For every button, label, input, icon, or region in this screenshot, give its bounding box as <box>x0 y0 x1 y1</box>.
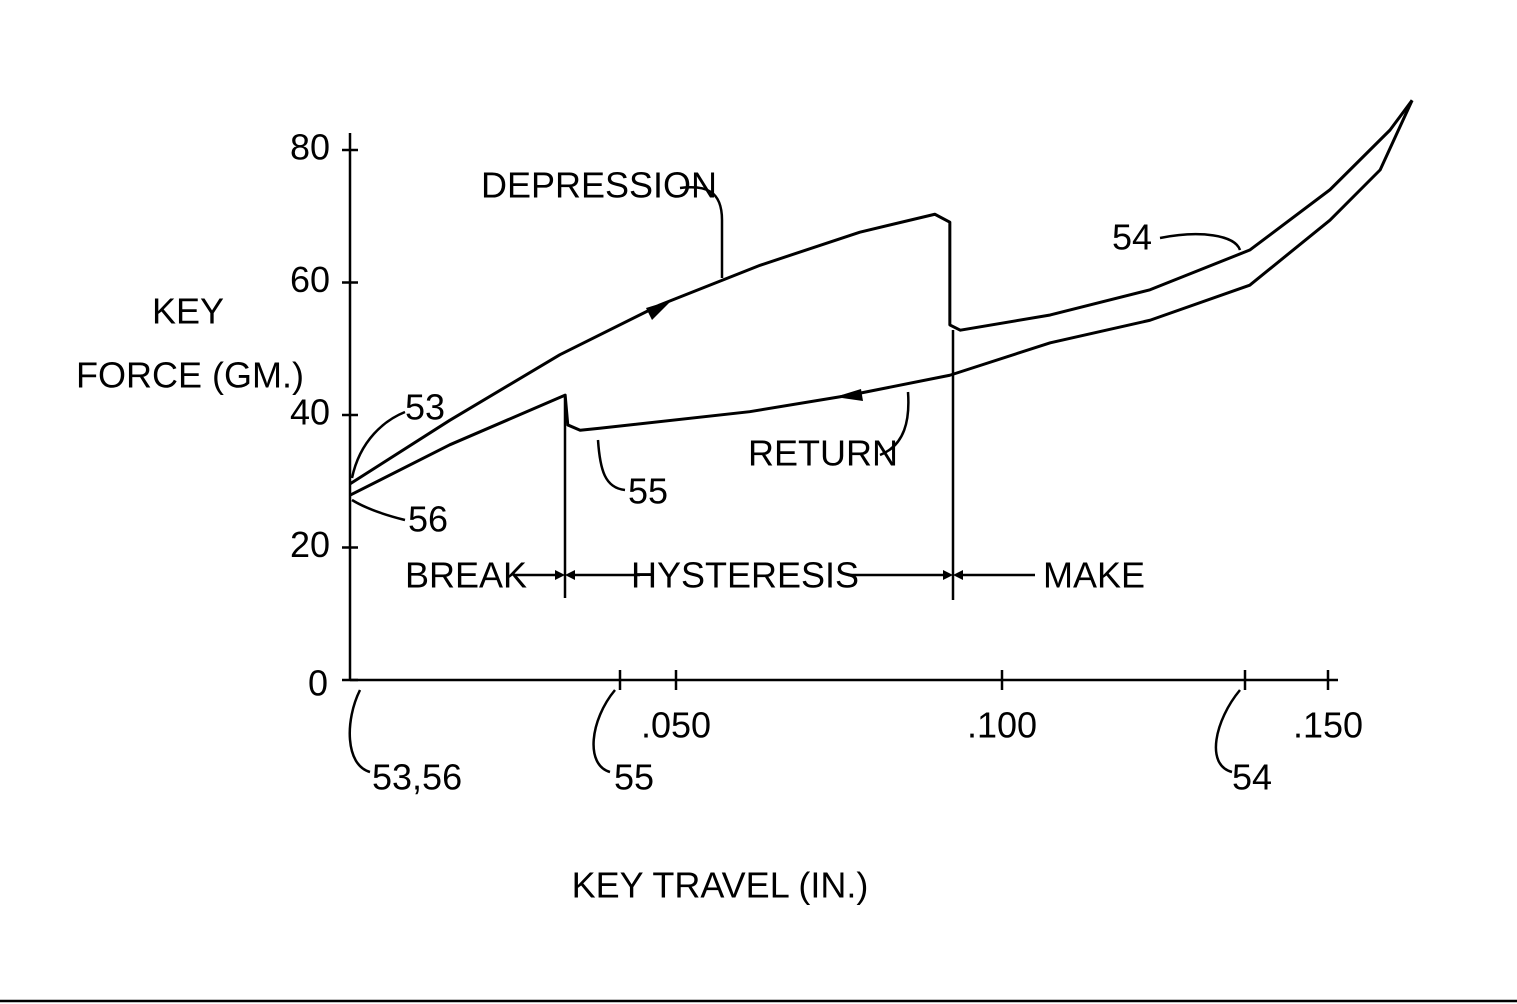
leader <box>596 439 626 492</box>
series-line <box>349 99 1414 486</box>
annotation: 53 <box>405 387 445 428</box>
leader <box>592 689 616 774</box>
annotation: 56 <box>408 499 448 540</box>
leader <box>350 410 406 479</box>
annotation: 54 <box>1112 217 1152 258</box>
annotation: 55 <box>628 471 668 512</box>
x-axis-title: KEY TRAVEL (IN.) <box>572 865 869 906</box>
annotation: HYSTERESIS <box>631 555 859 596</box>
annotation: 54 <box>1232 757 1272 798</box>
y-tick-label-zero: 0 <box>308 663 328 704</box>
annotation: MAKE <box>1043 555 1145 596</box>
y-axis-title: KEY <box>152 291 224 332</box>
x-tick-label: .150 <box>1293 705 1363 746</box>
x-tick-label: .100 <box>967 705 1037 746</box>
y-tick-label: 40 <box>290 392 330 433</box>
leader <box>1214 689 1241 774</box>
y-tick-label: 80 <box>290 127 330 168</box>
y-axis-title: FORCE (GM.) <box>76 355 304 396</box>
leader <box>351 498 406 522</box>
leader <box>348 689 371 774</box>
y-tick-label: 20 <box>290 524 330 565</box>
series-label: RETURN <box>748 433 898 474</box>
leader <box>879 391 910 457</box>
y-tick-label: 60 <box>290 259 330 300</box>
series-line <box>349 99 1414 497</box>
annotation: 55 <box>614 757 654 798</box>
leaders <box>348 186 1242 774</box>
direction-arrow <box>646 300 672 320</box>
x-tick-label: .050 <box>641 705 711 746</box>
leader <box>679 186 724 278</box>
leader <box>1159 232 1242 251</box>
annotation: 53,56 <box>372 757 462 798</box>
annotation: BREAK <box>405 555 527 596</box>
series-label: DEPRESSION <box>481 165 717 206</box>
